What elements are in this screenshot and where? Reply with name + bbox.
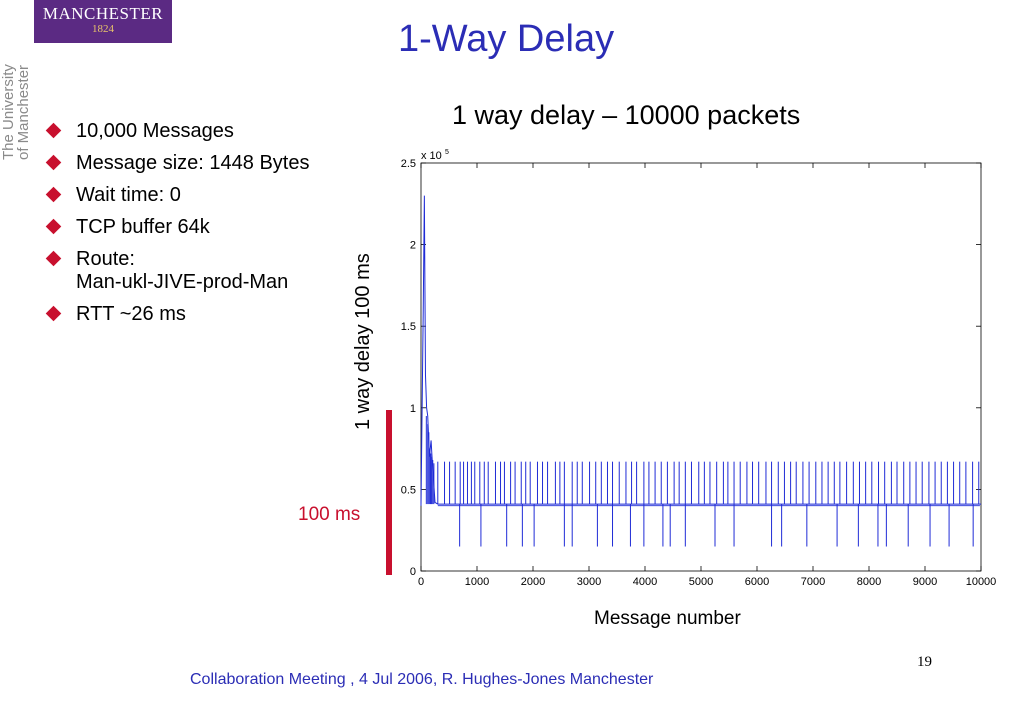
bullet-item: Wait time: 0 [45,184,309,207]
university-name-line2: of Manchester [15,64,32,160]
logo-wordmark: MANCHESTER [42,4,164,23]
x-tick-label: 10000 [966,576,997,588]
bullet-text: Message size: 1448 Bytes [76,152,310,174]
diamond-bullet-icon [45,305,62,322]
y-tick-label: 2 [410,240,416,252]
y-multiplier: x 10 [421,150,442,162]
bullet-text: Route: Man-ukl-JIVE-prod-Man [76,248,289,293]
x-tick-label: 1000 [465,576,489,588]
slide-title: 1-Way Delay [398,18,615,60]
scale-bar [386,410,392,575]
y-tick-label: 0.5 [401,484,416,496]
logo-year: 1824 [92,23,114,35]
bullet-item: RTT ~26 ms [45,303,309,326]
page-number: 19 [917,654,932,670]
plot-frame [420,162,982,572]
bullet-text: TCP buffer 64k [76,216,210,238]
y-tick-label: 1 [410,403,416,415]
x-tick-label: 7000 [801,576,825,588]
x-tick-label: 8000 [857,576,881,588]
y-tick-label: 0 [410,566,416,578]
diamond-bullet-icon [45,122,62,139]
bullet-text: Wait time: 0 [76,184,181,206]
x-tick-label: 5000 [689,576,713,588]
diamond-bullet-icon [45,154,62,171]
bullet-item: Message size: 1448 Bytes [45,152,310,175]
x-tick-label: 9000 [913,576,937,588]
x-axis-label: Message number [594,608,741,629]
x-tick-label: 2000 [521,576,545,588]
x-tick-label: 0 [418,576,424,588]
y-tick-label: 1.5 [401,321,416,333]
x-tick-label: 3000 [577,576,601,588]
bullet-item: TCP buffer 64k [45,216,309,239]
y-axis-label: 1 way delay 100 ms [352,253,374,430]
university-name-line1: The University [0,64,17,160]
delay-chart: 0 1000 2000 3000 4000 5000 6000 7000 8000 9000 100… [401,149,997,588]
bullet-item: 10,000 Messages [45,120,309,143]
university-logo: MANCHESTER 1824 [34,0,172,43]
bullet-list: 10,000 Messages Message size: 1448 Bytes… [45,120,310,335]
series-line [420,195,981,506]
diamond-bullet-icon [45,186,62,203]
y-multiplier-exponent: 5 [445,149,449,156]
diamond-bullet-icon [45,218,62,235]
bullet-text: RTT ~26 ms [76,303,186,325]
y-tick-label: 2.5 [401,158,416,170]
chart-title: 1 way delay – 10000 packets [452,100,801,130]
bullet-text: 10,000 Messages [76,120,234,142]
x-tick-label: 6000 [745,576,769,588]
footer-text: Collaboration Meeting , 4 Jul 2006, R. H… [190,671,654,688]
diamond-bullet-icon [45,250,62,267]
bullet-item: Route: Man-ukl-JIVE-prod-Man [45,248,309,294]
scale-bar-label: 100 ms [298,504,361,525]
university-name: The University of Manchester [0,0,32,160]
x-tick-label: 4000 [633,576,657,588]
